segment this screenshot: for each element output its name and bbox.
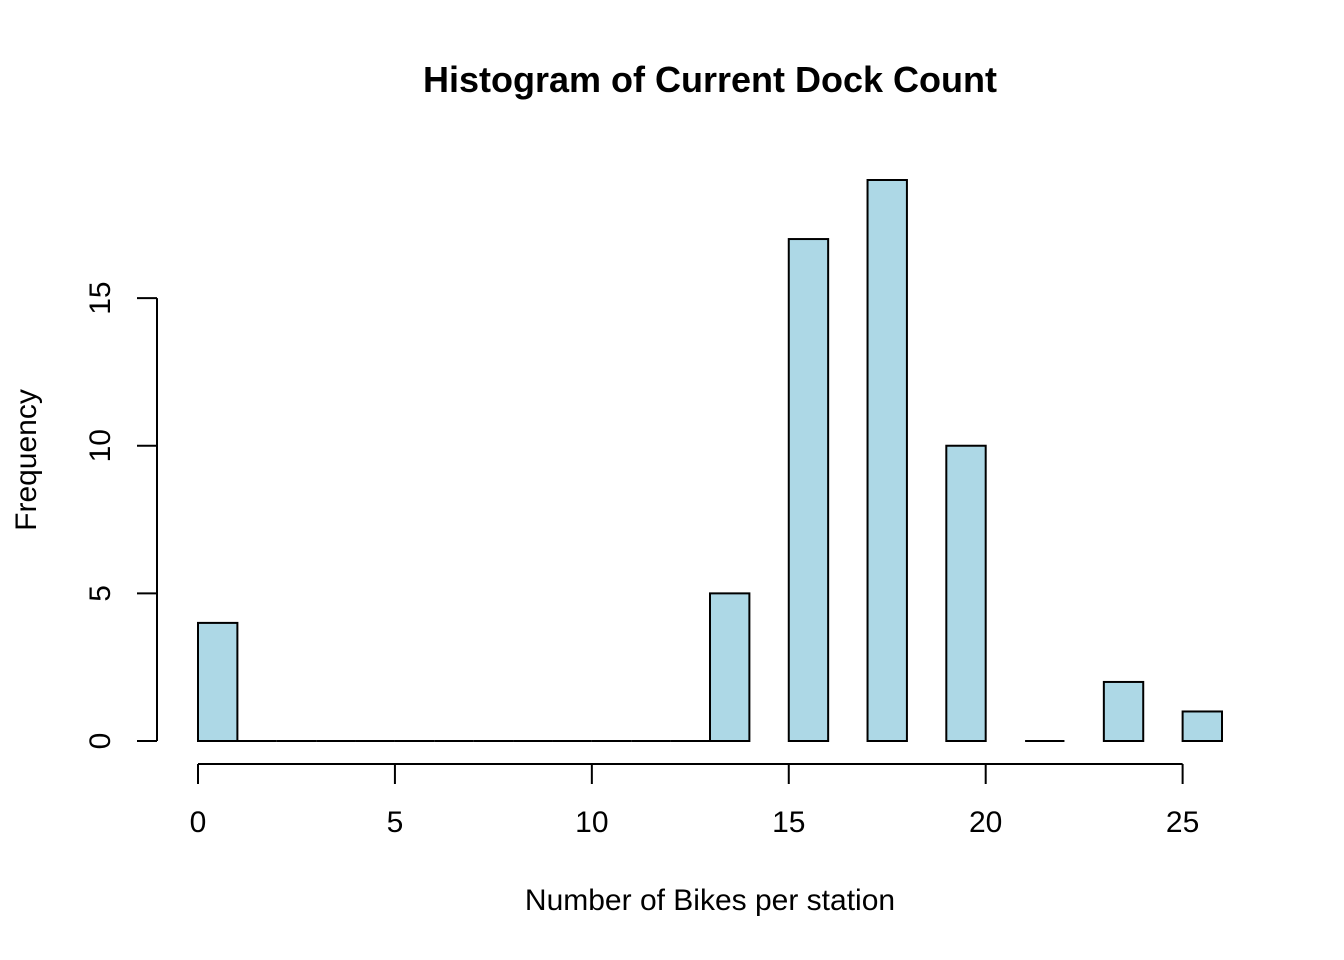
histogram-bar (1102, 680, 1145, 743)
y-axis-label: Frequency (10, 389, 43, 531)
x-tick-label: 5 (387, 806, 404, 839)
x-tick-label: 25 (1166, 806, 1199, 839)
histogram-bar (709, 592, 751, 742)
x-axis: 0 5 10 15 20 25 (190, 763, 1199, 839)
histogram-bar (866, 179, 908, 742)
x-tick-label: 0 (190, 806, 207, 839)
histogram-bar (945, 444, 987, 742)
histogram-bars (197, 179, 1223, 743)
x-tick-label: 15 (772, 806, 805, 839)
y-tick-label: 5 (84, 585, 117, 602)
y-tick-label: 0 (84, 733, 117, 750)
x-tick-label: 10 (575, 806, 608, 839)
y-tick-label: 10 (84, 429, 117, 462)
histogram-bar (197, 621, 239, 742)
y-axis: 0 5 10 15 (84, 281, 158, 750)
x-tick-label: 20 (969, 806, 1002, 839)
histogram-bar (787, 238, 830, 742)
y-tick-label: 15 (84, 281, 117, 314)
x-axis-label: Number of Bikes per station (525, 884, 895, 917)
chart-title: Histogram of Current Dock Count (423, 59, 997, 100)
histogram-bar (1181, 710, 1223, 743)
